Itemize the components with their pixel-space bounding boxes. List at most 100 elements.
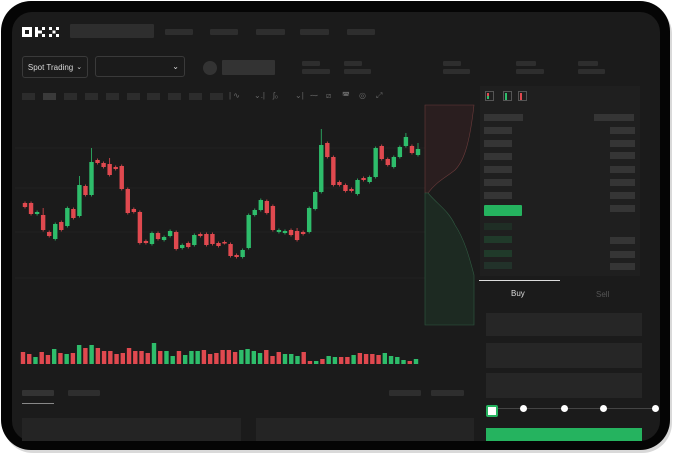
ask-price[interactable]	[484, 179, 512, 186]
volume-bar	[70, 353, 76, 364]
bids-only-icon[interactable]	[503, 91, 512, 101]
candle	[149, 231, 155, 246]
candle	[282, 229, 288, 235]
timeframe-button[interactable]	[147, 93, 160, 100]
pair-selector-dropdown[interactable]: ⌄	[95, 56, 185, 77]
amount-slider-track[interactable]	[490, 408, 656, 409]
candle	[222, 240, 227, 245]
volume-bar	[413, 359, 419, 364]
line-tool-icon[interactable]: ⁓	[310, 91, 318, 100]
formula-icon[interactable]: ʃ₀	[273, 91, 279, 100]
candle	[331, 155, 336, 187]
indicator-icon[interactable]: | ∿	[229, 91, 241, 100]
volume-bar	[158, 351, 163, 364]
candle-body	[59, 222, 64, 230]
bid-price[interactable]	[484, 236, 512, 243]
amount-input[interactable]	[486, 343, 642, 368]
timeframe-button[interactable]	[168, 93, 181, 100]
candle-body	[385, 159, 390, 165]
volume-bar	[382, 353, 388, 364]
nav-item[interactable]	[300, 29, 329, 35]
candle-body	[282, 231, 288, 233]
candle-body	[125, 189, 130, 213]
candle-body	[258, 200, 263, 210]
nav-item[interactable]	[347, 29, 375, 35]
timeframe-button[interactable]	[64, 93, 77, 100]
candle-body	[89, 162, 94, 195]
candle	[300, 230, 306, 236]
nav-item[interactable]	[210, 29, 238, 35]
volume-bar	[133, 351, 138, 364]
slider-handle[interactable]	[486, 405, 498, 417]
timeframe-button[interactable]	[210, 93, 223, 100]
tab-sell[interactable]: Sell	[596, 290, 610, 299]
filter-button[interactable]	[431, 390, 464, 396]
candle	[228, 242, 233, 258]
buy-button[interactable]	[486, 428, 642, 441]
candle	[155, 231, 161, 241]
bid-price[interactable]	[484, 223, 512, 230]
slider-stop-25[interactable]	[520, 405, 527, 412]
ask-price[interactable]	[484, 127, 512, 134]
buy-tab-underline	[479, 280, 560, 281]
camera-icon[interactable]: ◚	[342, 91, 350, 100]
candle	[59, 220, 64, 232]
bid-price[interactable]	[484, 262, 512, 269]
tab-order-history[interactable]	[68, 390, 100, 396]
fullscreen-icon[interactable]: ⤢	[376, 91, 383, 100]
volume-bar	[20, 352, 26, 364]
volume-bar	[395, 357, 400, 364]
candle	[119, 164, 124, 191]
spot-trading-dropdown[interactable]: Spot Trading ⌄	[22, 56, 88, 78]
ask-amount	[610, 166, 635, 173]
candle	[28, 201, 34, 216]
candle	[167, 229, 173, 238]
asks-only-icon[interactable]	[518, 91, 527, 101]
depth-chart	[424, 104, 475, 326]
ask-price[interactable]	[484, 192, 512, 199]
stat-label	[302, 61, 320, 66]
volume-bar	[58, 353, 63, 364]
ask-price[interactable]	[484, 140, 512, 147]
both-sides-icon[interactable]	[485, 91, 494, 101]
timeframe-button[interactable]	[127, 93, 140, 100]
candle-body	[288, 230, 294, 235]
slider-stop-50[interactable]	[561, 405, 568, 412]
timeframe-button[interactable]	[106, 93, 119, 100]
nav-item[interactable]	[165, 29, 193, 35]
volume-bar	[301, 352, 306, 364]
timeframe-button-active[interactable]	[43, 93, 56, 100]
ruler-icon[interactable]: ⧄	[326, 91, 332, 100]
nav-item[interactable]	[256, 29, 285, 35]
ask-price[interactable]	[484, 153, 512, 160]
volume-bar	[170, 356, 175, 364]
volume-bar	[363, 354, 369, 364]
candle-body	[343, 185, 348, 191]
tab-buy[interactable]: Buy	[511, 289, 525, 298]
candle	[355, 178, 360, 196]
bid-price[interactable]	[484, 250, 512, 257]
volume-bar	[401, 360, 406, 364]
filter-button[interactable]	[389, 390, 421, 396]
candle	[397, 145, 403, 159]
slider-stop-75[interactable]	[600, 405, 607, 412]
candle	[415, 143, 421, 157]
candle-body	[161, 237, 167, 240]
timeframe-button[interactable]	[85, 93, 98, 100]
price-input[interactable]	[486, 313, 642, 336]
tab-open-orders[interactable]	[22, 390, 54, 396]
ask-price[interactable]	[484, 166, 512, 173]
settings-icon[interactable]: ◎	[359, 91, 366, 100]
total-input[interactable]	[486, 373, 642, 398]
volume-bar	[289, 354, 294, 364]
slider-stop-100[interactable]	[652, 405, 659, 412]
candle	[210, 232, 215, 246]
candle-type-icon[interactable]: ⌄.|	[254, 91, 266, 100]
chevron-down-icon[interactable]: ⌄|	[295, 91, 304, 100]
candle-body	[95, 160, 100, 163]
search-bar[interactable]	[70, 24, 154, 38]
candle-body	[300, 232, 306, 234]
timeframe-button[interactable]	[22, 93, 35, 100]
timeframe-button[interactable]	[189, 93, 202, 100]
